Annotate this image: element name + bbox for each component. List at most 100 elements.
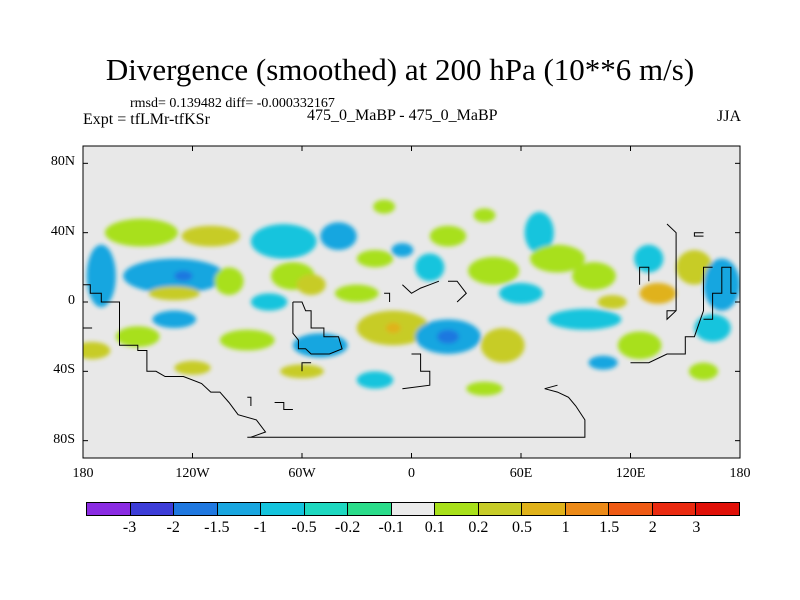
x-tick-label: 60E: [509, 466, 533, 481]
field-anomaly-35: [639, 282, 677, 304]
coastline-12: [703, 266, 737, 320]
field-anomaly-0: [86, 244, 116, 308]
colorbar-swatch: [130, 503, 175, 515]
colorbar-label: -1.5: [204, 519, 230, 536]
coastline-1: [247, 388, 586, 438]
y-tick-label: 0: [68, 293, 75, 308]
field-anomaly-34: [634, 244, 664, 273]
x-tick-label: 120W: [175, 466, 210, 481]
colorbar-swatch: [87, 503, 131, 515]
coastline-0: [83, 284, 267, 438]
y-tick-label: 40S: [53, 362, 75, 378]
field-anomaly-10: [250, 224, 317, 259]
coastline-16: [274, 402, 293, 410]
x-tick-label: 120E: [615, 466, 646, 481]
colorbar-label: 0.2: [468, 519, 489, 536]
field-anomaly-39: [688, 362, 719, 381]
coastline-13: [630, 266, 713, 364]
coastline-2: [544, 384, 558, 390]
rmsd-diff-stats: rmsd= 0.139482 diff= -0.000332167: [130, 96, 335, 111]
field-anomaly-45: [148, 286, 200, 301]
experiment-label: Expt = tfLMr-tfKSr: [83, 111, 210, 128]
colorbar-swatch: [217, 503, 262, 515]
field-anomaly-9: [219, 329, 275, 351]
colorbar-swatch: [609, 503, 653, 515]
y-tick-label: 80S: [53, 431, 75, 447]
colorbar-label: 2: [648, 519, 657, 536]
field-anomaly-29: [530, 244, 585, 273]
field-anomaly-20: [356, 371, 394, 389]
colorbar-swatch: [652, 503, 697, 515]
field-anomaly-1: [83, 341, 111, 360]
colorbar-swatch: [261, 503, 305, 515]
field-anomaly-31: [572, 262, 616, 290]
field-anomaly-23: [437, 329, 459, 344]
field-anomaly-30: [548, 308, 622, 330]
field-anomaly-40: [466, 381, 503, 396]
x-tick-label: 180: [729, 466, 751, 481]
field-anomaly-33: [617, 331, 662, 360]
field-anomaly-2: [115, 326, 160, 348]
colorbar-label: -3: [122, 519, 137, 536]
coastline-15: [247, 396, 252, 406]
field-anomaly-7: [181, 225, 240, 247]
colorbar-label: -1: [253, 519, 268, 536]
season-label: JJA: [717, 108, 742, 125]
field-anomaly-12: [296, 274, 326, 296]
field-anomaly-3: [104, 218, 178, 247]
coastline-3: [292, 301, 343, 355]
field-anomaly-32: [597, 295, 627, 309]
field-anomaly-27: [499, 282, 543, 304]
field-anomaly-13: [250, 293, 288, 311]
colorbar-swatch: [174, 503, 218, 515]
x-tick-label: 180: [72, 466, 94, 481]
y-tick-label: 40N: [50, 223, 75, 239]
field-anomaly-6: [152, 310, 197, 329]
field-layer: [83, 199, 740, 396]
field-anomaly-16: [356, 249, 394, 268]
x-tick-label: 60W: [288, 466, 316, 481]
colorbar-label: -0.5: [291, 519, 317, 536]
coastline-8: [448, 280, 467, 303]
field-anomaly-8: [214, 267, 244, 296]
colorbar-label: 3: [692, 519, 701, 536]
colorbar-swatch: [304, 503, 349, 515]
field-anomaly-17: [292, 333, 348, 358]
colorbar-label: -0.1: [378, 519, 404, 536]
field-anomaly-21: [415, 253, 445, 282]
field-anomaly-42: [174, 360, 211, 375]
colorbar-swatch: [435, 503, 479, 515]
map-background: [83, 146, 740, 458]
colorbar-label: -2: [166, 519, 180, 536]
y-tick-label: 80N: [50, 154, 75, 170]
colorbar-swatch: [696, 503, 739, 515]
coastline-layer: [83, 223, 737, 438]
field-anomaly-25: [468, 256, 520, 285]
coastline-11: [693, 232, 704, 237]
coastline-4: [301, 362, 312, 372]
colorbar-swatch: [348, 503, 392, 515]
field-anomaly-14: [320, 222, 357, 250]
x-tick-label: 0: [408, 466, 415, 481]
field-anomaly-28: [524, 211, 554, 254]
colorbar-swatch: [522, 503, 566, 515]
colorbar-label: 1: [561, 519, 570, 536]
coastline-10: [639, 266, 650, 285]
coastline-7: [384, 292, 391, 302]
field-anomaly-19: [385, 322, 401, 334]
field-anomaly-41: [280, 364, 324, 379]
field-anomaly-24: [429, 225, 467, 247]
colorbar: [86, 502, 740, 516]
case-label: 475_0_MaBP - 475_0_MaBP: [307, 107, 498, 124]
colorbar-label: 0.5: [512, 519, 532, 536]
axis-ticks: [82, 146, 741, 458]
colorbar-label: -0.2: [334, 519, 361, 536]
colorbar-label: 1.5: [599, 519, 620, 536]
field-anomaly-26: [480, 328, 525, 363]
coastline-5: [402, 353, 431, 390]
colorbar-swatch: [478, 503, 523, 515]
field-anomaly-44: [473, 208, 496, 223]
field-anomaly-46: [391, 243, 414, 257]
coastline-9: [666, 223, 677, 321]
